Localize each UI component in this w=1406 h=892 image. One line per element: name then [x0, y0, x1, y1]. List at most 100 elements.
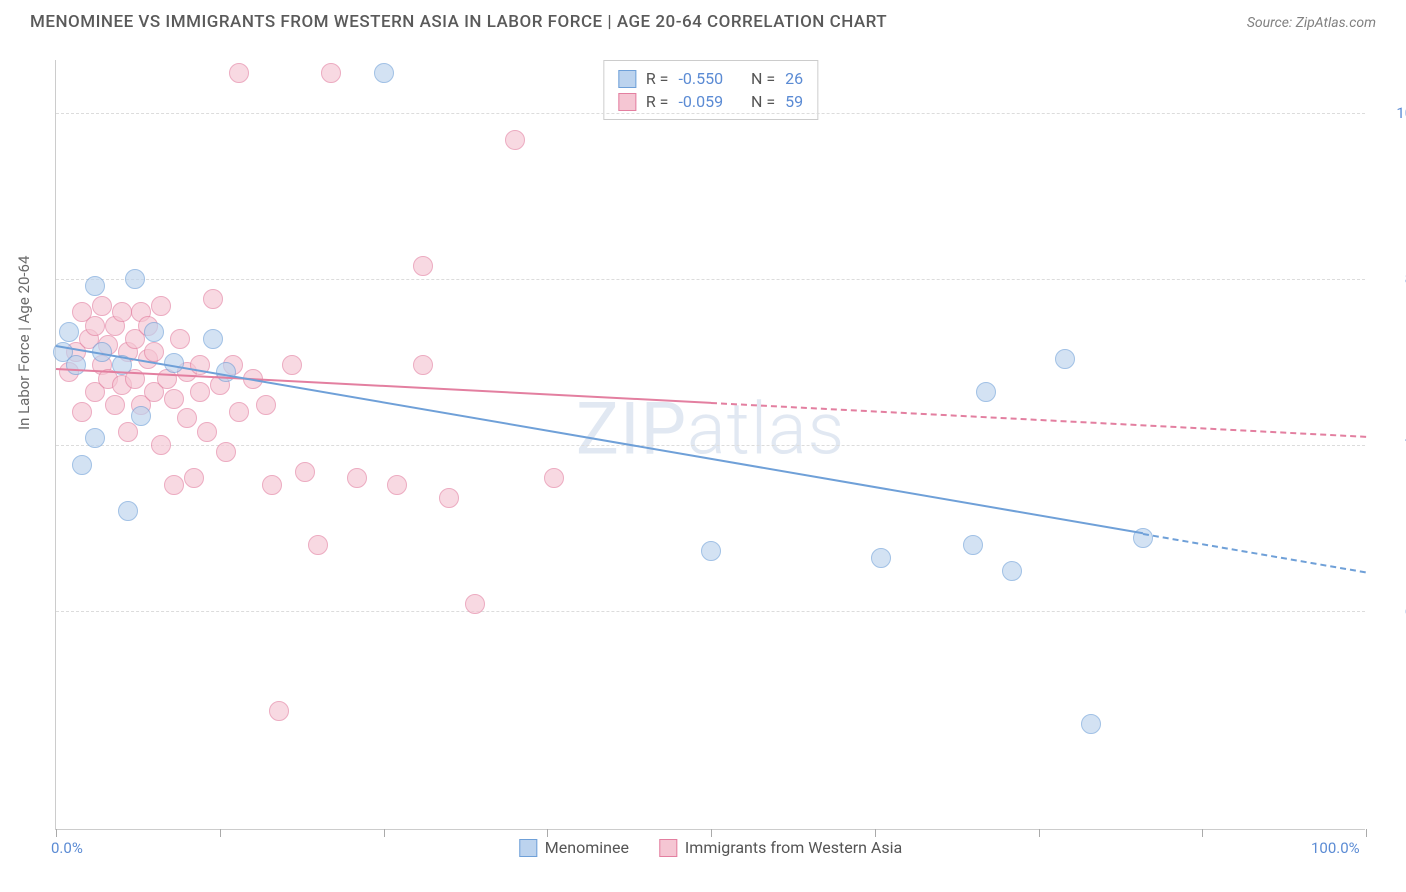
stats-n-label: N = [751, 69, 775, 88]
data-point [72, 455, 92, 475]
legend-item-b: Immigrants from Western Asia [659, 838, 902, 857]
data-point [177, 408, 197, 428]
title-bar: MENOMINEE VS IMMIGRANTS FROM WESTERN ASI… [0, 0, 1406, 40]
data-point [505, 130, 525, 150]
data-point [256, 395, 276, 415]
swatch-series-b [618, 93, 636, 111]
data-point [321, 63, 341, 83]
data-point [118, 501, 138, 521]
data-point [229, 402, 249, 422]
y-axis-label: In Labor Force | Age 20-64 [15, 256, 33, 430]
y-tick-label: 62.5% [1375, 602, 1406, 620]
stats-r-label: R = [646, 69, 669, 88]
x-tick [220, 829, 221, 837]
x-tick [1039, 829, 1040, 837]
gridline [56, 113, 1365, 114]
data-point [262, 475, 282, 495]
data-point [151, 435, 171, 455]
data-point [203, 289, 223, 309]
data-point [374, 63, 394, 83]
chart-title: MENOMINEE VS IMMIGRANTS FROM WESTERN ASI… [30, 12, 887, 32]
data-point [295, 462, 315, 482]
stats-n-value-a: 26 [785, 69, 803, 88]
bottom-legend: Menominee Immigrants from Western Asia [519, 838, 902, 857]
swatch-series-b [659, 839, 677, 857]
x-tick-label: 100.0% [1311, 839, 1360, 857]
data-point [118, 422, 138, 442]
swatch-series-a [519, 839, 537, 857]
x-tick [711, 829, 712, 837]
data-point [387, 475, 407, 495]
legend-item-a: Menominee [519, 838, 629, 857]
data-point [229, 63, 249, 83]
data-point [963, 535, 983, 555]
data-point [282, 355, 302, 375]
data-point [184, 468, 204, 488]
legend-label-a: Menominee [545, 838, 629, 857]
correlation-stats-box: R = -0.550 N = 26 R = -0.059 N = 59 [603, 60, 818, 120]
data-point [976, 382, 996, 402]
data-point [59, 322, 79, 342]
data-point [203, 329, 223, 349]
data-point [197, 422, 217, 442]
legend-label-b: Immigrants from Western Asia [685, 838, 902, 857]
trend-line [1143, 533, 1366, 573]
data-point [164, 389, 184, 409]
y-tick-label: 75.0% [1375, 436, 1406, 454]
y-tick-label: 100.0% [1375, 104, 1406, 122]
data-point [544, 468, 564, 488]
gridline [56, 611, 1365, 612]
data-point [347, 468, 367, 488]
trend-line [711, 402, 1366, 438]
source-label: Source: ZipAtlas.com [1247, 15, 1376, 31]
stats-r-value-a: -0.550 [678, 69, 723, 88]
stats-r-label: R = [646, 92, 669, 111]
data-point [1002, 561, 1022, 581]
y-tick-label: 87.5% [1375, 270, 1406, 288]
x-tick-label: 0.0% [51, 839, 83, 857]
stats-n-value-b: 59 [785, 92, 803, 111]
gridline [56, 279, 1365, 280]
data-point [105, 395, 125, 415]
trend-line [56, 345, 1144, 534]
chart-plot-area: ZIPatlas R = -0.550 N = 26 R = -0.059 N … [55, 60, 1365, 830]
data-point [85, 316, 105, 336]
data-point [131, 406, 151, 426]
x-tick [547, 829, 548, 837]
x-tick [1366, 829, 1367, 837]
data-point [144, 342, 164, 362]
data-point [66, 355, 86, 375]
data-point [308, 535, 328, 555]
data-point [112, 302, 132, 322]
data-point [164, 353, 184, 373]
x-tick [384, 829, 385, 837]
data-point [151, 296, 171, 316]
data-point [170, 329, 190, 349]
stats-row-series-b: R = -0.059 N = 59 [618, 90, 803, 113]
data-point [871, 548, 891, 568]
data-point [413, 355, 433, 375]
data-point [85, 276, 105, 296]
data-point [413, 256, 433, 276]
data-point [701, 541, 721, 561]
gridline [56, 445, 1365, 446]
stats-n-label: N = [751, 92, 775, 111]
data-point [269, 701, 289, 721]
stats-row-series-a: R = -0.550 N = 26 [618, 67, 803, 90]
x-tick [1202, 829, 1203, 837]
stats-r-value-b: -0.059 [678, 92, 723, 111]
data-point [92, 296, 112, 316]
data-point [439, 488, 459, 508]
data-point [190, 382, 210, 402]
data-point [164, 475, 184, 495]
data-point [85, 428, 105, 448]
data-point [465, 594, 485, 614]
data-point [216, 442, 236, 462]
data-point [144, 322, 164, 342]
x-tick [56, 829, 57, 837]
swatch-series-a [618, 70, 636, 88]
x-tick [875, 829, 876, 837]
data-point [1081, 714, 1101, 734]
data-point [1055, 349, 1075, 369]
data-point [125, 269, 145, 289]
